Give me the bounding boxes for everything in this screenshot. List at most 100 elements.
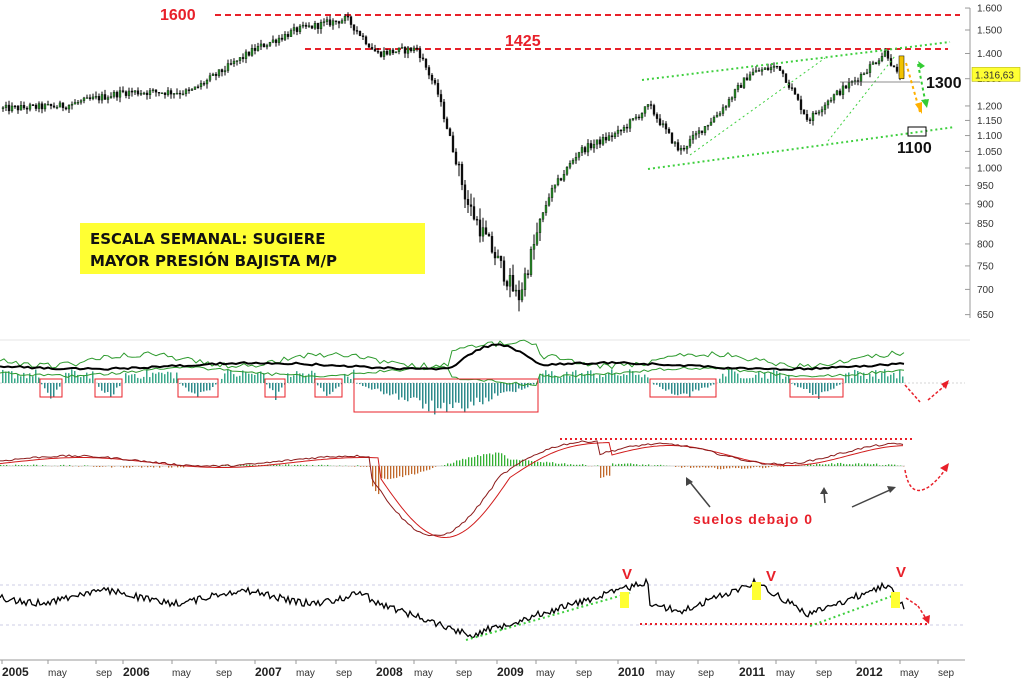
oscillator-bar <box>360 466 362 467</box>
oscillator-bar <box>840 462 842 466</box>
candle-body <box>454 151 458 165</box>
histogram-bar <box>233 374 235 383</box>
oscillator-bar <box>432 466 434 469</box>
oscillator-bar <box>327 464 329 466</box>
histogram-bar <box>788 374 790 383</box>
candle-body <box>34 104 38 109</box>
candle-body <box>748 74 752 81</box>
histogram-bar <box>722 373 724 383</box>
histogram-bar <box>383 383 385 395</box>
histogram-bar <box>425 383 427 404</box>
candle-body <box>298 25 302 32</box>
oscillator-bar <box>60 465 62 466</box>
candle-body <box>754 70 758 73</box>
gridlines <box>215 14 960 50</box>
price-tick-label: 1.000 <box>977 164 1002 175</box>
histogram-bar <box>80 377 82 383</box>
histogram-bar <box>257 372 259 383</box>
histogram-bar <box>473 383 475 406</box>
oscillator-bar <box>834 464 836 466</box>
histogram-bar <box>422 383 424 409</box>
candle-body <box>652 105 656 115</box>
histogram-bar <box>539 374 541 383</box>
histogram-bar <box>344 373 346 383</box>
candle-body <box>829 99 833 102</box>
candle-body <box>592 144 596 149</box>
oscillator-bar <box>618 463 620 466</box>
candle-body <box>793 88 797 95</box>
oscillator-bar <box>876 463 878 466</box>
candle-body <box>76 102 80 104</box>
histogram-bar <box>704 383 706 388</box>
candle-body <box>481 227 485 237</box>
histogram-bar <box>419 383 421 401</box>
histogram-bar <box>32 376 34 383</box>
candle-body <box>67 105 71 110</box>
candle-body <box>559 178 563 181</box>
histogram-bar <box>41 383 43 385</box>
candle-body <box>70 103 74 106</box>
oscillator-bar <box>177 466 179 468</box>
arrow-head <box>820 487 828 494</box>
oscillator-bar <box>456 460 458 466</box>
candle-body <box>613 133 617 138</box>
month-label: may <box>296 668 315 679</box>
oscillator-bar <box>276 464 278 466</box>
candle-body <box>685 145 689 150</box>
candle-body <box>769 67 773 71</box>
oscillator-bar <box>180 466 182 468</box>
oscillator-bar <box>318 464 320 466</box>
candle-body <box>43 104 47 110</box>
histogram-bar <box>455 383 457 403</box>
histogram-bar <box>53 383 55 397</box>
v-mark: V <box>766 568 776 585</box>
histogram-bar <box>758 371 760 383</box>
candle-body <box>31 104 35 106</box>
histogram-bar <box>644 374 646 383</box>
candle-body <box>886 50 890 59</box>
oscillator-bar <box>36 464 38 466</box>
oscillator-bar <box>465 459 467 466</box>
candle-body <box>865 72 869 74</box>
histogram-bar <box>428 383 430 412</box>
histogram-bar <box>347 376 349 383</box>
histogram-bar <box>44 383 46 389</box>
oscillator-bar <box>78 466 80 467</box>
candle-body <box>475 219 479 221</box>
oscillator-bar <box>633 464 635 466</box>
candle-body <box>154 89 158 93</box>
histogram-bar <box>689 383 691 398</box>
histogram-bar <box>431 383 433 401</box>
candle-body <box>691 134 695 140</box>
candle-body <box>328 19 332 26</box>
candle-body <box>55 106 59 109</box>
candle-body <box>637 116 641 119</box>
histogram-bar <box>251 373 253 383</box>
histogram-bar <box>545 370 547 383</box>
histogram-bar <box>188 383 190 392</box>
time-axis: 2005 may sep 2006 may sep 2007 may sep 2008 may sep… <box>0 659 965 679</box>
candle-body <box>139 93 143 95</box>
histogram-bar <box>353 369 355 383</box>
candle-body <box>7 104 11 112</box>
oscillator-bar <box>819 464 821 466</box>
histogram-bar <box>101 383 103 391</box>
histogram-bar <box>512 383 514 392</box>
candle-body <box>190 89 194 91</box>
histogram-bar <box>338 383 340 387</box>
year-label: 2011 <box>739 665 765 679</box>
candle-body <box>553 184 557 189</box>
candle-body <box>316 23 320 30</box>
panel1-black-line <box>0 343 905 371</box>
oscillator-bar <box>489 453 491 466</box>
histogram-bar <box>698 383 700 391</box>
histogram-bar <box>26 378 28 383</box>
histogram-bar <box>827 383 829 392</box>
price-tick-label: 1.400 <box>977 49 1002 60</box>
year-label: 2008 <box>376 665 403 679</box>
candle-body <box>733 89 737 98</box>
histogram-bar <box>374 383 376 390</box>
candle-body <box>202 83 206 85</box>
price-tick-label: 700 <box>977 285 994 296</box>
